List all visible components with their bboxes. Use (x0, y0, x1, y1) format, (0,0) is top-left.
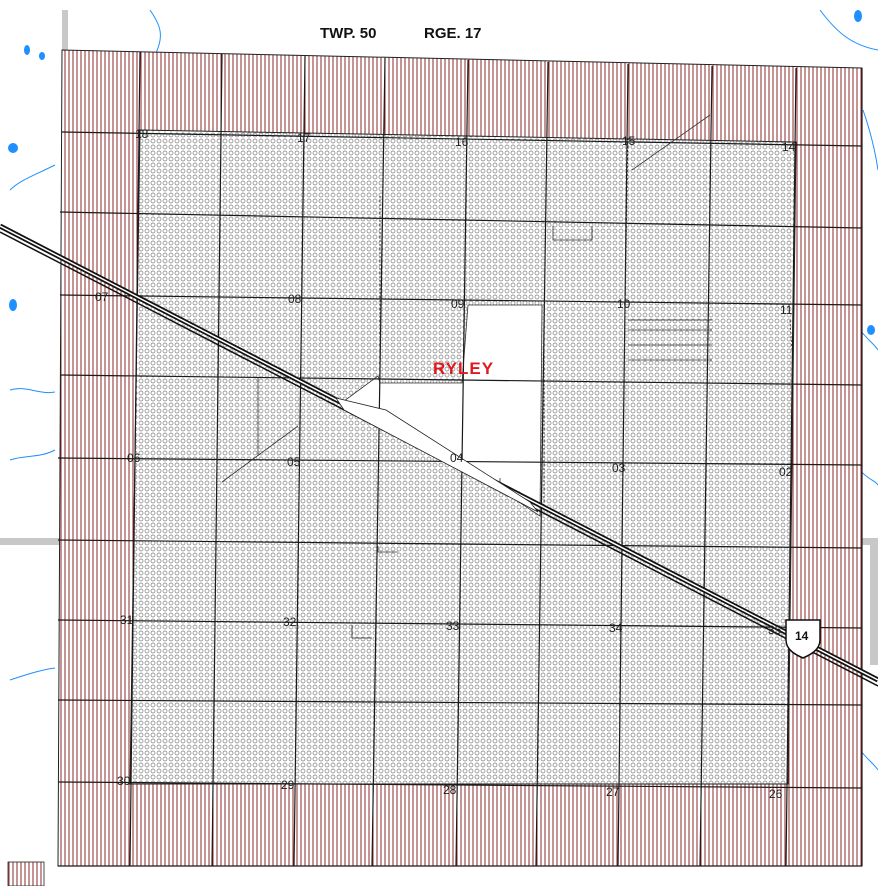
section-label: 11 (780, 303, 793, 317)
section-label: 26 (769, 787, 783, 801)
section-label: 16 (455, 135, 469, 149)
parcel-detail-lines (221, 114, 793, 639)
section-label: 08 (288, 292, 302, 306)
section-label: 32 (283, 615, 297, 629)
section-label: 06 (127, 451, 141, 465)
water-bodies (8, 10, 875, 335)
section-label: 18 (135, 127, 149, 141)
section-label: 34 (609, 621, 623, 635)
section-label: 14 (782, 140, 796, 154)
section-label: 07 (95, 290, 109, 304)
section-label: 35 (768, 623, 782, 637)
map-title: TWP. 50 RGE. 17 (320, 25, 482, 42)
township-label: TWP. 50 (320, 25, 376, 42)
section-label: 10 (617, 297, 631, 311)
section-label: 27 (606, 785, 620, 799)
section-label: 29 (281, 778, 295, 792)
section-label: 17 (297, 131, 311, 145)
section-label: 33 (446, 619, 460, 633)
highway-14-corridor (0, 223, 878, 687)
section-grid-lines (57, 51, 863, 867)
section-label: 09 (451, 297, 465, 311)
section-label: 30 (117, 774, 131, 788)
section-label: 05 (287, 455, 301, 469)
section-label: 04 (450, 451, 464, 465)
lower-hatched-block (7, 861, 45, 886)
section-labels: 18 17 16 15 14 07 08 09 10 11 06 05 04 0… (95, 127, 796, 801)
section-label: 02 (779, 465, 793, 479)
highway-shield-icon: 14 (785, 619, 821, 659)
town-label: RYLEY (433, 359, 494, 378)
range-label: RGE. 17 (424, 25, 482, 42)
section-label: 31 (120, 613, 134, 627)
edge-roads (58, 68, 863, 867)
highway-number: 14 (795, 629, 809, 643)
section-label: 15 (622, 134, 636, 148)
section-label: 28 (443, 783, 457, 797)
section-label: 03 (612, 461, 626, 475)
